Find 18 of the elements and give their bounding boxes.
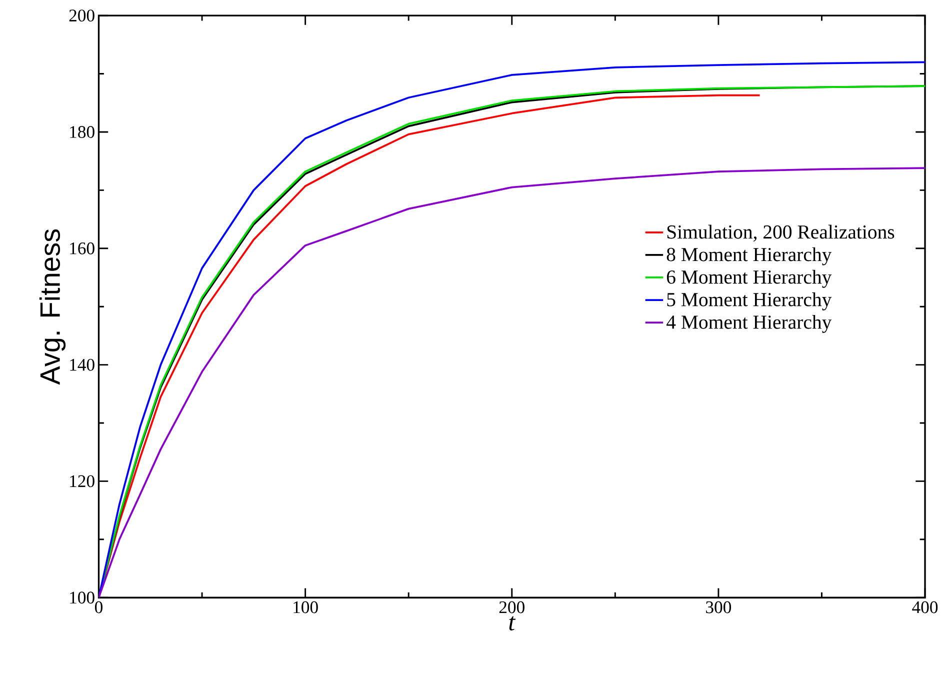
y-tick-label: 140 bbox=[70, 359, 94, 371]
x-tick-label: 200 bbox=[499, 602, 524, 614]
legend-label: 6 Moment Hierarchy bbox=[666, 270, 832, 288]
y-tick-label: 100 bbox=[70, 592, 94, 604]
legend-label: 5 Moment Hierarchy bbox=[667, 292, 832, 311]
y-tick-label: 120 bbox=[70, 475, 94, 488]
legend-label: 4 Moment Hierarchy bbox=[666, 315, 832, 334]
x-tick-label: 0 bbox=[94, 602, 102, 614]
y-tick-label: 160 bbox=[70, 242, 94, 255]
x-tick-label: 400 bbox=[912, 602, 938, 614]
x-tick-label: 100 bbox=[294, 602, 318, 614]
x-axis-title: t bbox=[509, 616, 516, 631]
legend-label: Simulation, 200 Realizations bbox=[667, 225, 894, 242]
x-tick-label: 300 bbox=[706, 602, 732, 614]
y-tick-label: 200 bbox=[69, 10, 94, 22]
y-tick-label: 180 bbox=[70, 126, 94, 138]
legend-label: 8 Moment Hierarchy bbox=[666, 248, 832, 266]
y-axis-title: Avg. Fitness bbox=[39, 230, 66, 386]
